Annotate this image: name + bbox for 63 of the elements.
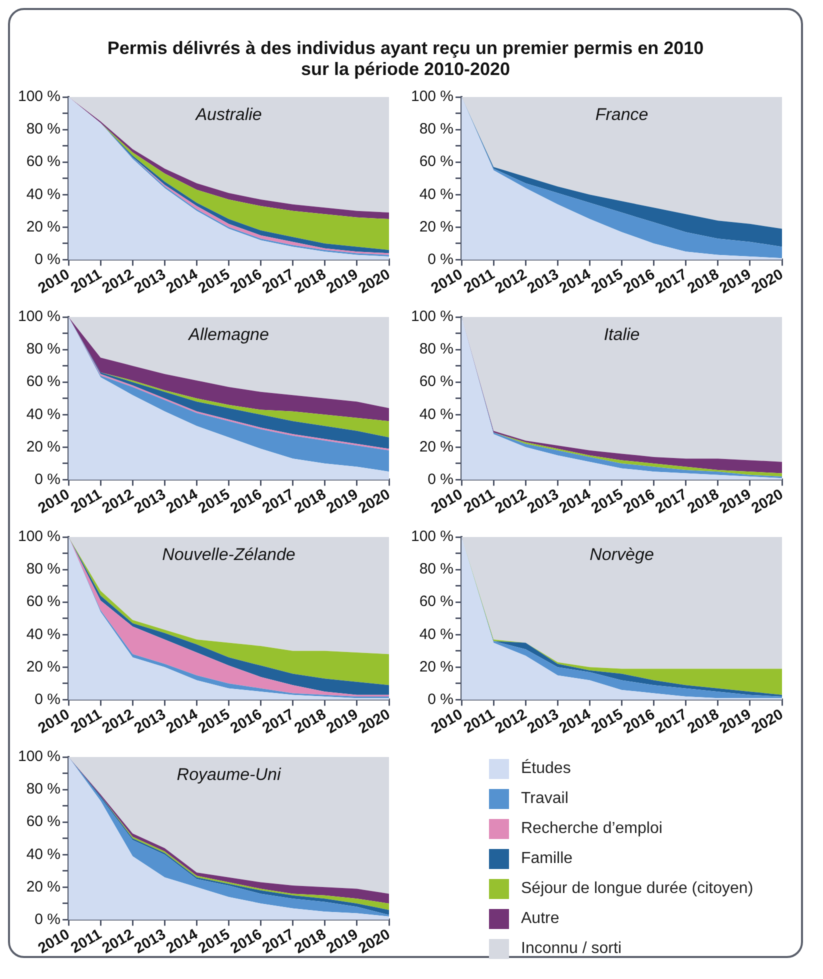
text: Allemagne	[188, 325, 269, 344]
x-tick-label: 2020	[356, 706, 394, 738]
y-tick-label: 100 %	[410, 88, 454, 106]
y-tick-label: 100 %	[18, 748, 61, 766]
y-tick-label: 20 %	[419, 218, 454, 236]
y-tick-label: 80 %	[419, 340, 454, 358]
y-tick-label: 0 %	[34, 910, 61, 928]
y-tick-label: 80 %	[26, 560, 61, 578]
text: Nouvelle-Zélande	[162, 545, 296, 564]
legend-label: Autre	[521, 910, 560, 928]
y-tick-label: 40 %	[419, 186, 454, 203]
legend-label: Travail	[521, 790, 568, 808]
legend-label: Études	[521, 760, 571, 778]
y-tick-label: 100 %	[18, 528, 61, 546]
y-tick-label: 60 %	[26, 813, 61, 830]
y-tick-label: 0 %	[428, 470, 454, 488]
y-tick-label: 20 %	[419, 658, 454, 676]
text: Australie	[194, 105, 262, 124]
x-tick-label: 2020	[748, 486, 786, 518]
x-tick-label: 2020	[356, 926, 394, 958]
y-tick-label: 20 %	[26, 658, 61, 676]
y-tick-label: 40 %	[26, 626, 61, 643]
y-tick-label: 20 %	[26, 438, 61, 456]
y-tick-label: 0 %	[34, 250, 61, 268]
y-tick-label: 60 %	[26, 373, 61, 390]
y-tick-label: 60 %	[419, 373, 454, 390]
y-tick-label: 40 %	[26, 186, 61, 203]
y-tick-label: 20 %	[26, 878, 61, 896]
y-tick-label: 0 %	[428, 690, 454, 708]
y-tick-label: 0 %	[34, 470, 61, 488]
legend-label: Recherche d’emploi	[521, 820, 662, 838]
text: Norvège	[590, 545, 654, 564]
y-tick-label: 80 %	[26, 780, 61, 798]
legend-label: Inconnu / sorti	[521, 940, 622, 958]
y-tick-label: 60 %	[419, 153, 454, 170]
y-tick-label: 40 %	[419, 626, 454, 643]
y-tick-label: 100 %	[410, 308, 454, 326]
legend-label: Séjour de longue durée (citoyen)	[521, 880, 754, 898]
y-tick-label: 80 %	[419, 560, 454, 578]
y-tick-label: 40 %	[419, 406, 454, 423]
y-tick-label: 40 %	[26, 846, 61, 863]
y-tick-label: 0 %	[34, 690, 61, 708]
y-tick-label: 60 %	[419, 593, 454, 610]
text: France	[595, 105, 648, 124]
text: Permis délivrés à des individus ayant reçu un premier permis en 2010 sur la période 2010-2020	[106, 38, 705, 80]
y-tick-label: 60 %	[26, 153, 61, 170]
y-tick-label: 80 %	[26, 340, 61, 358]
x-tick-label: 2020	[356, 266, 394, 298]
y-tick-label: 100 %	[410, 528, 454, 546]
y-tick-label: 100 %	[18, 88, 61, 106]
x-tick-label: 2020	[748, 266, 786, 298]
y-tick-label: 40 %	[26, 406, 61, 423]
legend-label: Famille	[521, 850, 573, 868]
x-tick-label: 2020	[748, 706, 786, 738]
y-tick-label: 80 %	[419, 120, 454, 138]
x-tick-label: 2020	[356, 486, 394, 518]
y-tick-label: 100 %	[18, 308, 61, 326]
y-tick-label: 60 %	[26, 593, 61, 610]
y-tick-label: 20 %	[419, 438, 454, 456]
text: Royaume-Uni	[176, 765, 282, 784]
y-tick-label: 20 %	[26, 218, 61, 236]
y-tick-label: 80 %	[26, 120, 61, 138]
y-tick-label: 0 %	[428, 250, 454, 268]
